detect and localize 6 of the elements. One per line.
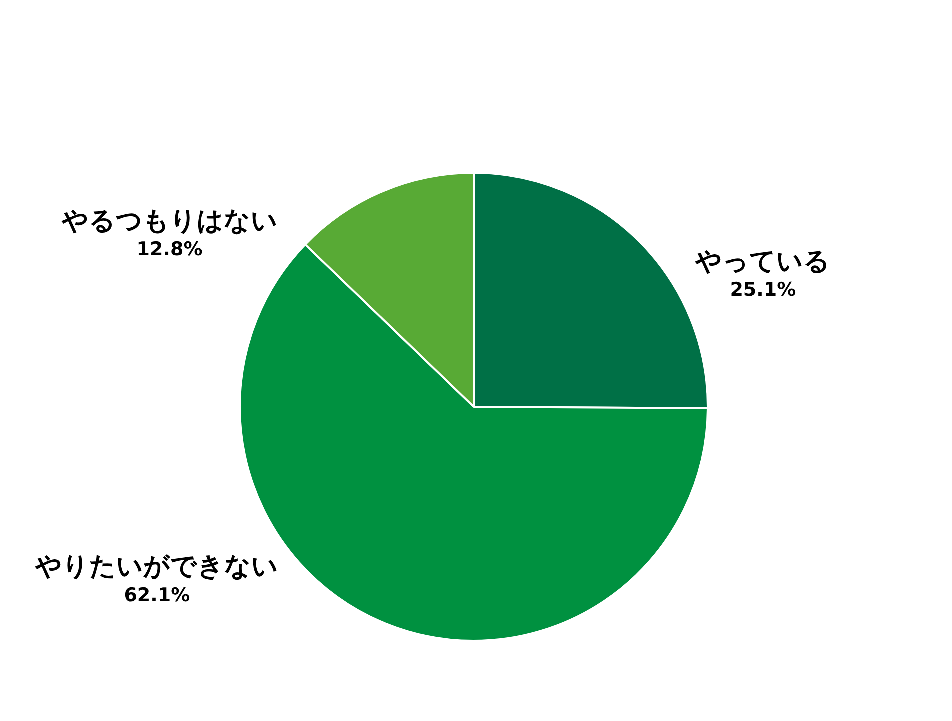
- data-label: 12.8%: [136, 238, 203, 261]
- data-label: 62.1%: [124, 584, 190, 606]
- data-label: 25.1%: [730, 278, 796, 301]
- slice-label: やるつもりはない: [60, 206, 278, 236]
- slice-label: やっている: [694, 246, 831, 277]
- slice-label: やりたいができない: [34, 552, 279, 582]
